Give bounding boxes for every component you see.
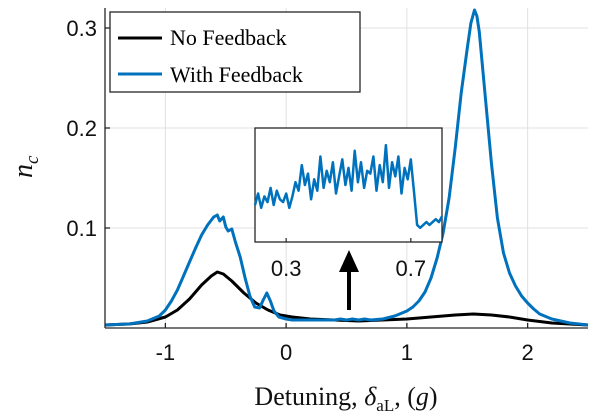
legend-box (109, 11, 361, 93)
x-tick-label: 1 (401, 340, 413, 365)
y-tick-label: 0.2 (66, 116, 97, 141)
x-tick-label: 0 (280, 340, 292, 365)
x-tick-label: 2 (522, 340, 534, 365)
y-tick-labels: 0.1 0.2 0.3 (66, 16, 97, 241)
series-line-with-feedback (104, 8, 589, 327)
inset-x-tick-label: 0.7 (396, 256, 427, 281)
legend-label-with-feedback: With Feedback (170, 62, 303, 87)
x-tick-labels: -1 0 1 2 (156, 340, 534, 365)
inset-x-ticks: 0.3 0.7 (271, 238, 426, 281)
y-tick-label: 0.1 (66, 216, 97, 241)
legend-label-no-feedback: No Feedback (170, 25, 287, 50)
x-axis-label: Detuning, δaL, (g) (254, 382, 437, 412)
inset-series (253, 143, 444, 230)
inset: 0.3 0.7 (253, 127, 444, 281)
inset-pointer-arrow (339, 250, 359, 310)
series-line-no-feedback (104, 270, 589, 327)
axes (104, 8, 588, 329)
inset-series-line (253, 143, 444, 230)
y-tick-label: 0.3 (66, 16, 97, 41)
legend: No Feedback With Feedback (109, 11, 361, 93)
inset-x-tick-label: 0.3 (271, 256, 302, 281)
y-axis-label: nc (8, 155, 43, 178)
inset-frame (254, 127, 443, 243)
x-tick-label: -1 (156, 340, 176, 365)
arrow-head (339, 250, 359, 272)
series-layer (104, 8, 589, 327)
